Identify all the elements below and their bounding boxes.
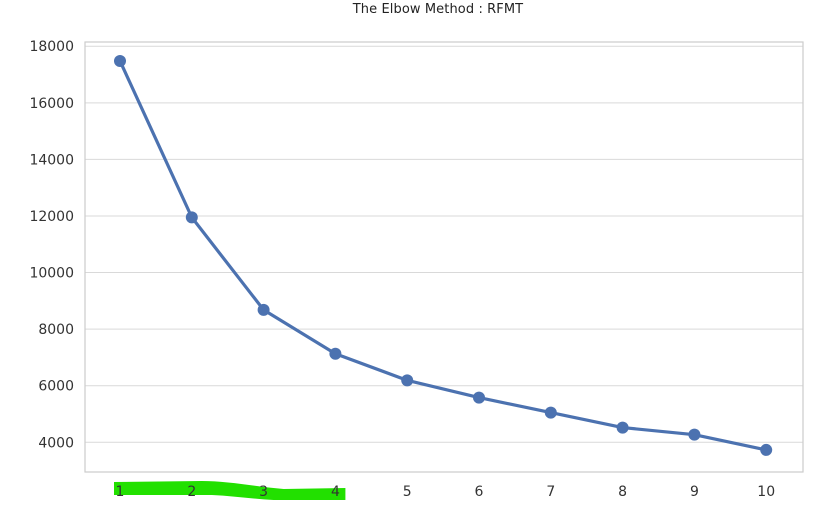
x-tick-label: 8 [618, 484, 627, 500]
x-tick-label: 9 [690, 484, 699, 500]
series-layer [114, 54, 773, 456]
x-axis-ticks: 1 2 3 4 5 6 7 8 9 10 [116, 484, 776, 500]
x-tick-label: 6 [475, 484, 484, 500]
data-point [688, 428, 701, 441]
y-tick-label: 14000 [29, 152, 74, 168]
data-point [473, 391, 485, 404]
y-tick-label: 18000 [29, 39, 74, 55]
gridlines [85, 45, 803, 443]
y-tick-label: 12000 [29, 209, 74, 225]
data-point [616, 421, 629, 434]
x-tick-label: 1 [116, 484, 125, 500]
x-tick-label: 7 [546, 484, 555, 500]
y-tick-label: 8000 [38, 322, 74, 338]
data-point [760, 443, 773, 456]
data-point [114, 54, 126, 67]
data-point [329, 347, 342, 360]
data-point [185, 211, 198, 224]
plot-frame [84, 41, 804, 473]
x-tick-label: 5 [403, 484, 412, 500]
x-tick-label: 2 [187, 484, 196, 500]
data-point [401, 374, 414, 387]
series-line [118, 59, 768, 452]
chart-title: The Elbow Method : RFMT [352, 2, 524, 17]
data-point [544, 406, 557, 419]
y-tick-label: 4000 [38, 435, 74, 451]
data-point [257, 303, 270, 316]
highlight-marker [114, 481, 346, 500]
x-tick-label: 4 [331, 484, 340, 500]
plot-border [84, 41, 804, 473]
green-highlight-mark [114, 481, 346, 500]
y-axis-ticks: 4000 6000 8000 10000 12000 14000 16000 18000 [29, 39, 74, 451]
y-tick-label: 6000 [38, 379, 74, 395]
x-tick-label: 10 [757, 484, 775, 500]
y-tick-label: 10000 [29, 266, 74, 282]
y-tick-label: 16000 [29, 96, 74, 112]
x-tick-label: 3 [259, 484, 268, 500]
